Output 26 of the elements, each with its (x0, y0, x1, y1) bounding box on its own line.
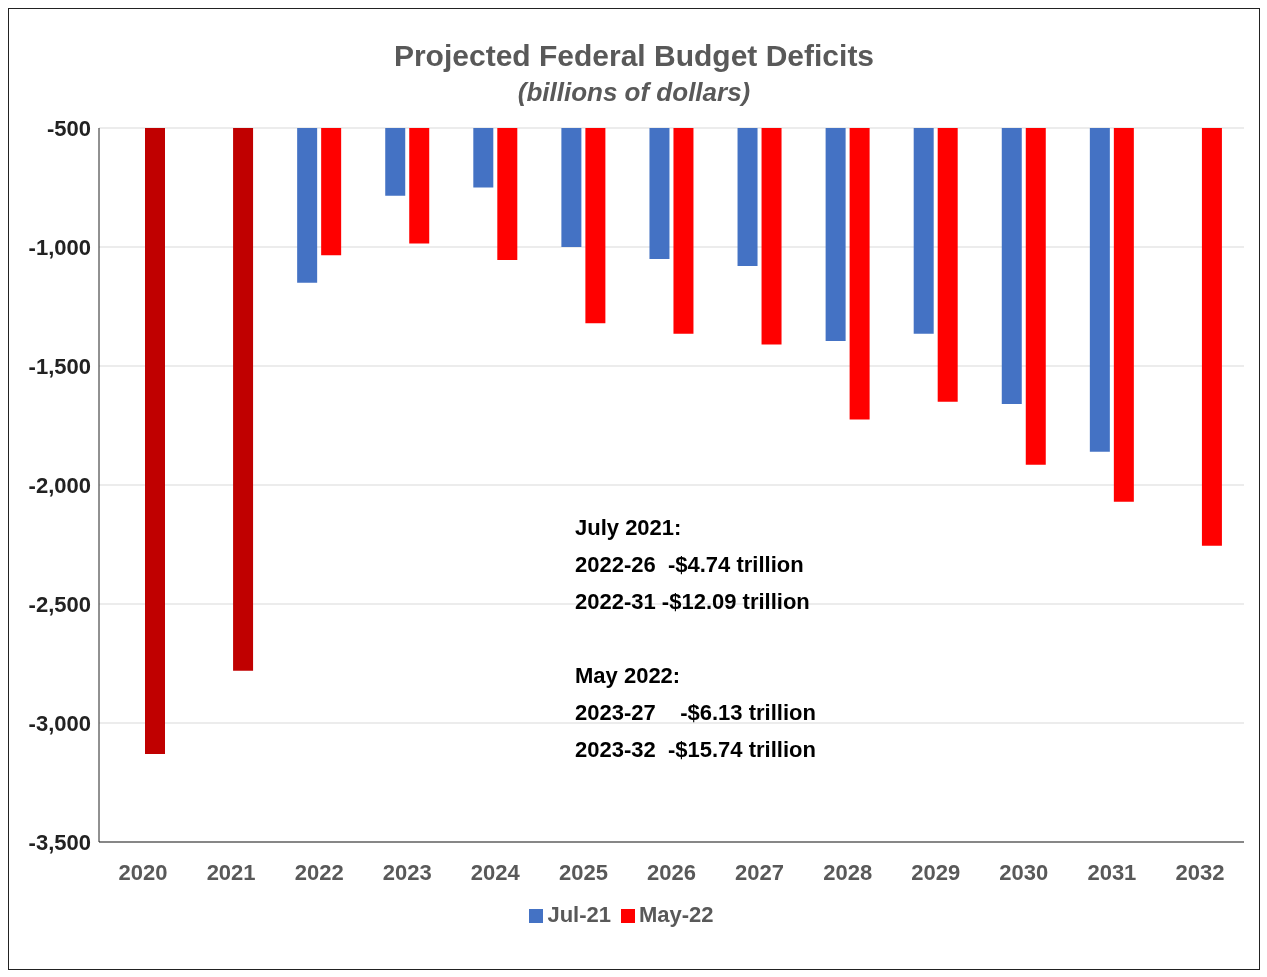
x-tick-label: 2023 (382, 859, 432, 885)
x-tick-label: 2024 (470, 859, 521, 885)
x-tick-label: 2032 (1175, 859, 1225, 885)
x-tick-label: 2025 (558, 859, 608, 885)
annotation: May 2022: 2023-27 -$6.13 trillion 2023-32 -$15.74 trillion (575, 662, 816, 764)
x-tick-label: 2030 (999, 859, 1049, 885)
x-tick-label: 2026 (647, 859, 696, 885)
y-tick-label: -1,500 (28, 353, 91, 379)
annotation: July 2021: 2022-26 -$4.74 trillion 2022-31 -$12.09 trillion (575, 514, 811, 616)
x-tick-label: 2029 (911, 859, 961, 885)
chart-title: Projected Federal Budget Deficits (392, 39, 876, 73)
x-tick-label: 2031 (1087, 859, 1137, 885)
legend-label: Jul-21 (547, 902, 611, 927)
x-tick-label: 2022 (294, 859, 344, 885)
chart-subtitle: (billions of dollars) (516, 77, 752, 108)
x-tick-label: 2020 (118, 859, 168, 885)
y-tick-label: -2,000 (28, 472, 91, 498)
y-tick-label: -3,000 (28, 710, 91, 736)
y-tick-label: -2,500 (28, 591, 91, 617)
x-tick-label: 2028 (823, 859, 873, 885)
x-tick-label: 2027 (735, 859, 785, 885)
x-tick-label: 2021 (206, 859, 256, 885)
y-tick-label: -1,000 (28, 234, 91, 260)
legend-label: May-22 (639, 902, 714, 927)
y-tick-label: -3,500 (28, 829, 91, 855)
y-tick-label: -500 (46, 115, 91, 141)
